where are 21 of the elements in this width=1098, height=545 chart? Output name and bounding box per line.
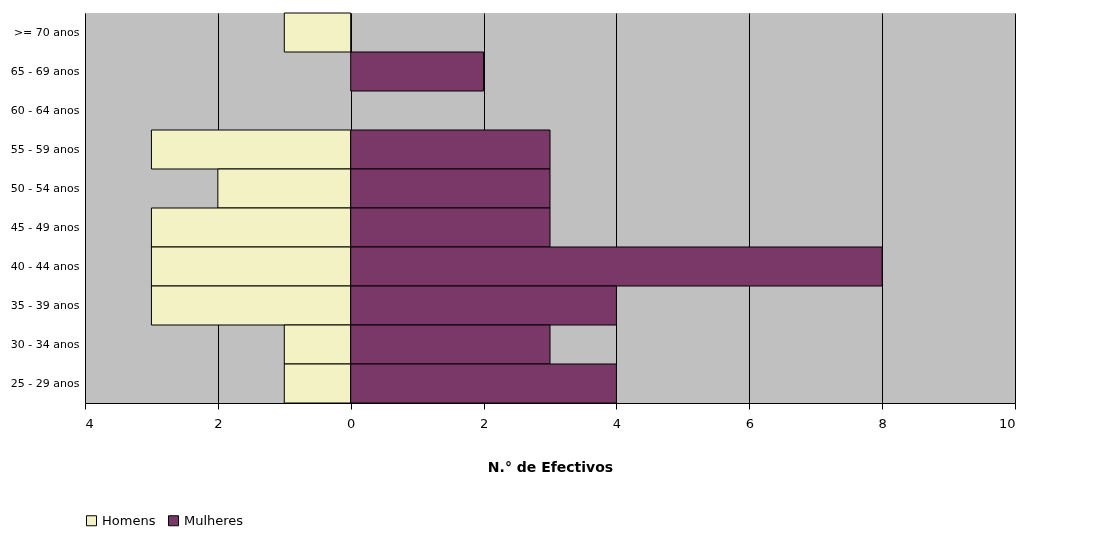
y-tick-label: 55 - 59 anos <box>10 142 80 156</box>
x-tick-label: 2 <box>214 415 223 431</box>
x-tick-label: 6 <box>745 415 754 431</box>
x-tick-label: 8 <box>878 415 887 431</box>
x-tick-label: 4 <box>612 415 622 431</box>
legend-label: Mulheres <box>184 512 244 528</box>
y-tick-label: 30 - 34 anos <box>10 337 80 351</box>
y-tick-label: >= 70 anos <box>13 25 80 39</box>
x-tick-label: 2 <box>479 415 489 431</box>
y-tick-label: 45 - 49 anos <box>10 220 80 234</box>
x-tick-label: 0 <box>347 415 356 431</box>
y-tick-label: 50 - 54 anos <box>10 181 80 195</box>
y-tick-label: 40 - 44 anos <box>10 259 80 273</box>
y-tick-label: 60 - 64 anos <box>10 103 80 117</box>
y-tick-label: 65 - 69 anos <box>10 64 80 78</box>
y-tick-label: 35 - 39 anos <box>10 298 80 312</box>
y-tick-label: 25 - 29 anos <box>10 376 80 390</box>
legend-label: Homens <box>102 512 156 528</box>
x-tick-label: 10 <box>998 415 1016 431</box>
x-tick-label: 4 <box>85 415 94 431</box>
x-axis-title: N.° de Efectivos <box>487 458 614 475</box>
